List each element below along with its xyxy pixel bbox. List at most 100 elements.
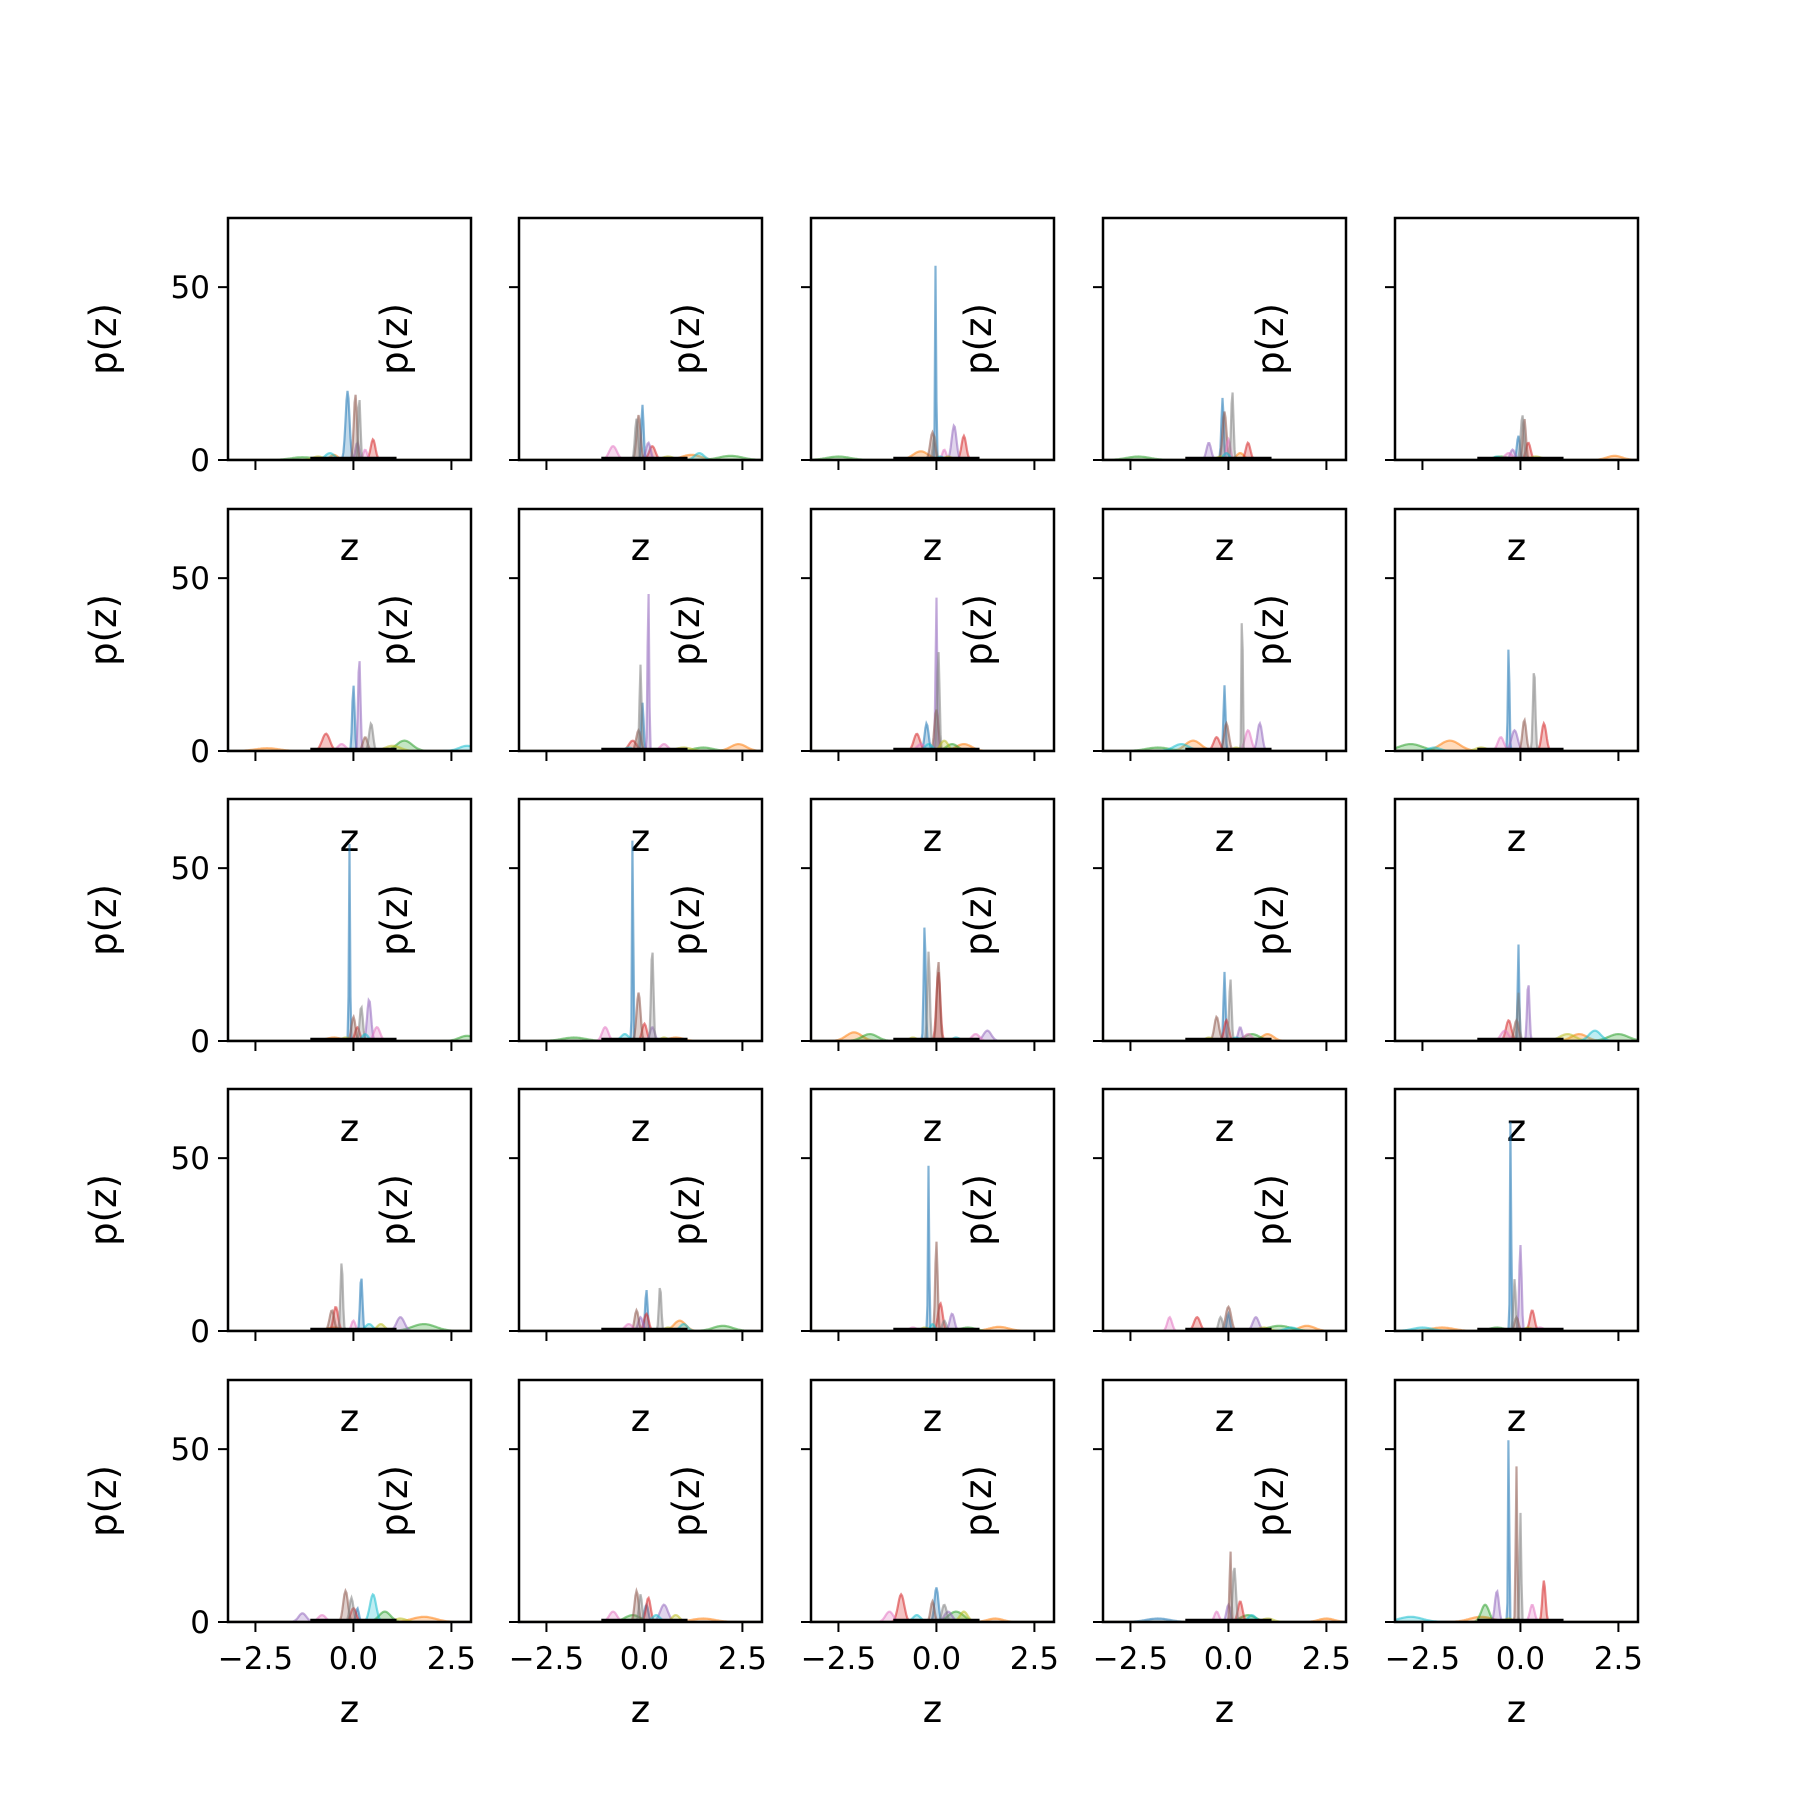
density-line-3: [228, 1323, 471, 1331]
y-axis-label: p(z): [957, 1465, 1000, 1537]
density-line-10: [1395, 746, 1638, 751]
x-axis-label: z: [340, 526, 359, 569]
x-axis-label: z: [1507, 817, 1526, 860]
axes-frame: [226, 216, 473, 462]
x-axis-label: z: [923, 1397, 942, 1440]
x-axis-label: z: [923, 1107, 942, 1150]
density-line-10: [1395, 1029, 1638, 1041]
density-line-10: [1395, 1326, 1638, 1331]
axes-frame: [1101, 797, 1348, 1043]
density-line-6: [811, 1598, 1054, 1622]
x-tick-label: 2.5: [427, 1641, 476, 1677]
y-axis-label: p(z): [665, 884, 708, 956]
density-line-6: [519, 1587, 762, 1622]
density-line-1: [1103, 685, 1346, 751]
y-axis-label: p(z): [957, 884, 1000, 956]
y-tick-label: 50: [171, 270, 210, 306]
axes-frame: [517, 1087, 764, 1333]
y-axis-label: p(z): [1249, 1465, 1292, 1537]
panel-1-5: z p(z): [1249, 216, 1640, 569]
axes-frame: [1393, 1087, 1640, 1333]
axes-frame: [226, 507, 473, 753]
x-tick-label: 2.5: [1010, 1641, 1059, 1677]
axes-frame: [226, 1378, 473, 1624]
x-axis-label: z: [1507, 1397, 1526, 1440]
axes-frame: [1101, 1087, 1348, 1333]
panel-3-2: z p(z): [373, 797, 764, 1150]
density-line-2: [811, 1031, 1054, 1041]
x-axis-label: z: [1215, 1688, 1234, 1731]
panel-5-1: −2.5 0.0 2.5 z 0 50 p(z): [82, 1378, 476, 1731]
x-axis-label: z: [1215, 1397, 1234, 1440]
panel-2-4: z p(z): [957, 507, 1348, 860]
y-tick-label: 50: [171, 1432, 210, 1468]
density-fill-6: [1103, 411, 1346, 460]
panel-3-3: z p(z): [665, 797, 1056, 1150]
panel-1-1: z 0 50 p(z): [82, 216, 473, 569]
density-line-2: [228, 1615, 471, 1622]
panels-layer: z 0 50 p(z) z p(z) z p(z) z p(z) z p(z) z 0 50 p(z) z p(z…: [82, 216, 1643, 1731]
density-line-4: [519, 1021, 762, 1041]
y-tick-label: 0: [190, 1605, 210, 1641]
y-axis-label: p(z): [957, 303, 1000, 375]
panel-1-4: z p(z): [957, 216, 1348, 569]
axes-frame: [1101, 507, 1348, 753]
x-tick-label: 2.5: [1302, 1641, 1351, 1677]
y-axis-label: p(z): [1249, 1174, 1292, 1246]
x-axis-label: z: [340, 1688, 359, 1731]
density-line-6: [1103, 720, 1346, 751]
density-line-10: [811, 742, 1054, 751]
density-line-8: [228, 1594, 471, 1622]
y-tick-label: 0: [190, 1024, 210, 1060]
panel-5-5: −2.5 0.0 2.5 z p(z): [1249, 1378, 1643, 1731]
axes-frame: [1393, 507, 1640, 753]
panel-2-1: z 0 50 p(z): [82, 507, 473, 860]
y-axis-label: p(z): [373, 884, 416, 956]
y-axis-label: p(z): [373, 303, 416, 375]
x-axis-label: z: [923, 1688, 942, 1731]
density-fill-2: [811, 1032, 1054, 1041]
y-tick-label: 0: [190, 734, 210, 770]
density-line-6: [811, 429, 1054, 460]
x-tick-label: 0.0: [329, 1641, 378, 1677]
x-tick-label: 2.5: [718, 1641, 767, 1677]
y-axis-label: p(z): [1249, 884, 1292, 956]
x-axis-label: z: [631, 526, 650, 569]
panel-4-2: z p(z): [373, 1087, 764, 1440]
density-line-4: [1103, 1018, 1346, 1041]
y-axis-label: p(z): [665, 1465, 708, 1537]
density-fill-9: [1395, 1034, 1638, 1041]
y-axis-label: p(z): [373, 1465, 416, 1537]
density-line-1: [1103, 1617, 1346, 1622]
axes-frame: [517, 507, 764, 753]
panel-3-1: z 0 50 p(z): [82, 797, 473, 1150]
x-axis-label: z: [340, 1397, 359, 1440]
x-axis-label: z: [923, 526, 942, 569]
panel-3-4: z p(z): [957, 797, 1348, 1150]
axes-frame: [809, 797, 1056, 1043]
x-tick-label: −2.5: [801, 1641, 876, 1677]
density-fill-10: [811, 1324, 1054, 1331]
density-line-2: [1103, 1324, 1346, 1331]
panel-4-4: z p(z): [957, 1087, 1348, 1440]
x-tick-label: −2.5: [1093, 1641, 1168, 1677]
density-line-2: [1395, 1326, 1638, 1331]
axes-frame: [1101, 1378, 1348, 1624]
density-line-8: [811, 435, 1054, 460]
x-tick-label: 0.0: [912, 1641, 961, 1677]
panel-4-5: z p(z): [1249, 1087, 1640, 1440]
x-tick-label: 0.0: [1204, 1641, 1253, 1677]
axes-frame: [809, 1087, 1056, 1333]
plot-area: [1103, 392, 1346, 460]
x-axis-label: z: [1507, 1107, 1526, 1150]
x-axis-label: z: [340, 1107, 359, 1150]
x-tick-label: 2.5: [1594, 1641, 1643, 1677]
x-axis-label: z: [923, 817, 942, 860]
panel-1-3: z p(z): [665, 216, 1056, 569]
density-fill-8: [519, 1594, 762, 1622]
axes-frame: [226, 797, 473, 1043]
axes-frame: [1101, 216, 1348, 462]
density-line-2: [811, 1325, 1054, 1331]
panel-2-3: z p(z): [665, 507, 1056, 860]
